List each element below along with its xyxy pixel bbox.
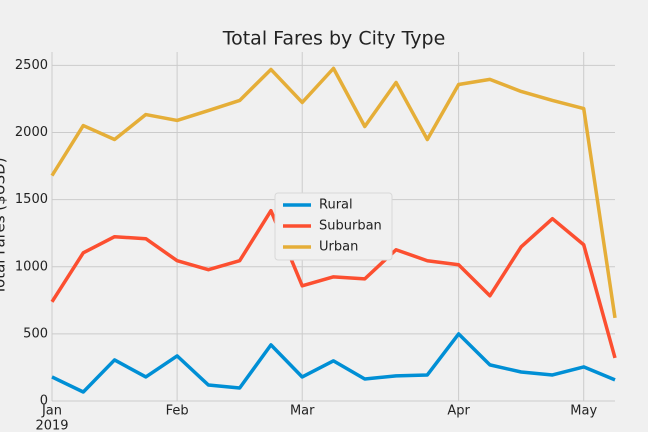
legend-label: Urban	[319, 240, 358, 255]
x-tick-label: Mar	[290, 404, 315, 419]
y-tick-label: 500	[23, 326, 48, 341]
legend-box	[274, 192, 393, 261]
line	[51, 332, 616, 394]
y-tick-label: 2000	[15, 125, 48, 140]
line	[50, 208, 617, 359]
chart-title: Total Fares by City Type	[222, 28, 446, 50]
y-tick-label: 1000	[15, 259, 48, 274]
x-year-label: 2019	[35, 419, 68, 432]
legend-label: Suburban	[319, 219, 382, 234]
y-tick-label: 0	[40, 394, 48, 409]
line	[50, 66, 617, 319]
x-tick-label: Jan	[41, 404, 62, 419]
x-tick-label: Feb	[166, 404, 189, 419]
y-tick-label: 1500	[15, 192, 48, 207]
x-tick-label: May	[570, 404, 597, 419]
y-tick-label: 2500	[15, 58, 48, 73]
x-tick-label: Apr	[447, 404, 470, 419]
legend-label: Rural	[319, 198, 353, 213]
y-axis-label: Total Fares ($USD)	[0, 157, 9, 295]
